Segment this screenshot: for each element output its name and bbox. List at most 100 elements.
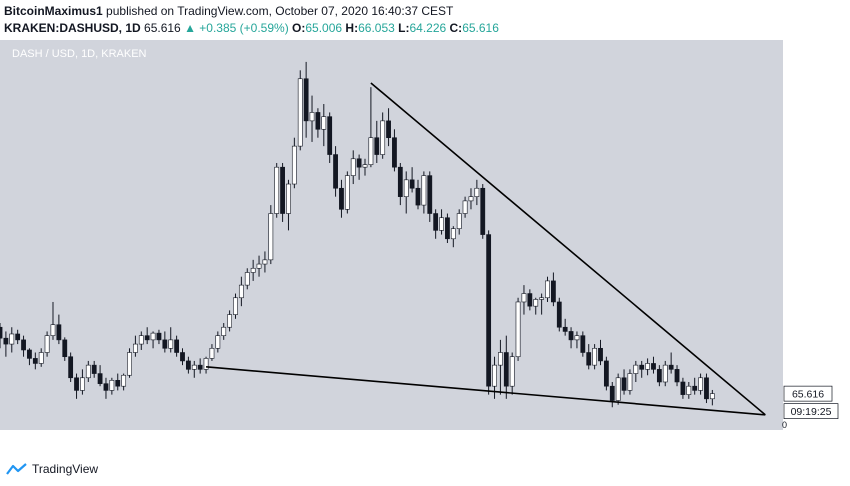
- candle-down: [62, 339, 68, 358]
- candle-up: [492, 364, 497, 387]
- candle-up: [462, 200, 468, 214]
- candle-down: [668, 364, 674, 370]
- footer-brand[interactable]: TradingView: [6, 462, 98, 476]
- price-badge-value: 65.616: [792, 389, 824, 401]
- candle-down: [3, 337, 9, 345]
- candle-up: [380, 120, 386, 155]
- countdown-badge-value: 09:19:25: [791, 406, 832, 418]
- candlestick-chart[interactable]: DASH / USD, 1D, KRAKEN USD 104.000 100.00…: [0, 40, 850, 460]
- trendline: [205, 366, 766, 416]
- candle-down: [197, 364, 203, 370]
- candle-up: [238, 284, 244, 299]
- candle-down: [409, 179, 415, 189]
- x-tick-label: 17: [365, 436, 377, 448]
- candle-up: [38, 352, 44, 364]
- chart-area[interactable]: DASH / USD, 1D, KRAKEN USD 104.000 100.00…: [0, 40, 850, 460]
- candle-up: [127, 352, 132, 376]
- candle-down: [486, 234, 492, 387]
- candle-down: [356, 158, 362, 168]
- candle-down: [598, 347, 603, 362]
- countdown-badge-box: [783, 403, 839, 419]
- y-tick-label: 80.000: [798, 267, 830, 279]
- candle-down: [180, 352, 185, 362]
- candle-down: [15, 333, 21, 341]
- candle-down: [556, 301, 562, 328]
- candle-down: [680, 381, 686, 395]
- candle-down: [32, 358, 38, 364]
- candle-up: [468, 196, 474, 202]
- candle-up: [133, 343, 138, 353]
- candle-up: [439, 217, 444, 231]
- candle-up: [633, 364, 639, 374]
- candle-up: [539, 297, 545, 300]
- candle-up: [80, 377, 85, 391]
- open-value: 65.006: [305, 21, 343, 35]
- candle-up: [686, 385, 692, 395]
- candle-down: [339, 187, 344, 210]
- candle-up: [209, 347, 215, 359]
- candle-down: [174, 339, 180, 353]
- candle-down: [639, 364, 645, 370]
- candle-down: [74, 377, 79, 391]
- candle-down: [433, 213, 439, 231]
- candle-up: [592, 347, 598, 366]
- author-name[interactable]: BitcoinMaximus1: [4, 4, 103, 18]
- candle-up: [286, 183, 291, 214]
- price-badge: 65.616 09:19:25: [783, 385, 839, 419]
- candle-up: [615, 377, 621, 401]
- candle-down: [609, 385, 615, 401]
- candle-down: [704, 377, 709, 400]
- high-value: 66.053: [358, 21, 395, 35]
- x-tick-label: 19: [742, 436, 754, 448]
- candle-up: [233, 297, 238, 315]
- tradingview-logo-icon: [6, 463, 27, 475]
- chart-header: BitcoinMaximus1 published on TradingView…: [4, 3, 499, 37]
- candle-up: [50, 324, 56, 336]
- candle-up: [498, 352, 503, 366]
- y-tick-label: 84.000: [798, 234, 830, 246]
- price-change: ▲ +0.385 (+0.59%): [184, 21, 289, 35]
- candle-up: [362, 164, 368, 168]
- candle-down: [480, 187, 486, 235]
- candle-down: [427, 175, 433, 214]
- candle-up: [297, 78, 303, 147]
- y-tick-label: 88.000: [798, 200, 830, 212]
- symbol-label: KRAKEN:DASHUSD, 1D: [4, 21, 141, 35]
- candle-up: [309, 112, 315, 122]
- open-label: O:: [292, 21, 306, 35]
- candle-up: [268, 213, 274, 261]
- x-tick-label: Oct: [639, 436, 655, 448]
- candle-down: [651, 363, 656, 370]
- candle-up: [450, 228, 456, 240]
- candle-up: [698, 377, 703, 391]
- close-value: 65.616: [462, 21, 499, 35]
- y-tick-label: 100.000: [792, 99, 830, 111]
- candle-up: [421, 175, 427, 206]
- publish-info: published on TradingView.com, October 07…: [106, 4, 454, 18]
- candle-up: [509, 356, 515, 387]
- candle-up: [521, 293, 527, 303]
- candle-down: [674, 369, 680, 383]
- candle-up: [121, 374, 127, 387]
- trendlines: [205, 82, 766, 416]
- candle-down: [91, 364, 97, 374]
- low-value: 64.226: [409, 21, 447, 35]
- y-tick-label: 96.000: [798, 133, 830, 145]
- candle-up: [533, 299, 539, 307]
- candle-down: [603, 360, 609, 387]
- candle-up: [256, 263, 262, 269]
- candle-up: [85, 364, 91, 379]
- candle-up: [456, 213, 462, 229]
- candle-up: [138, 335, 144, 345]
- x-tick-label: Sep: [456, 436, 475, 448]
- candle-down: [656, 369, 662, 383]
- candle-down: [162, 339, 168, 349]
- candle-down: [156, 332, 162, 341]
- x-tick-label: Jul: [93, 436, 106, 448]
- candle-down: [586, 352, 592, 366]
- candle-down: [144, 335, 150, 341]
- candle-up: [262, 259, 268, 265]
- y-tick-label: 68.000: [798, 369, 830, 381]
- candle-down: [692, 385, 698, 391]
- candle-up: [215, 335, 221, 349]
